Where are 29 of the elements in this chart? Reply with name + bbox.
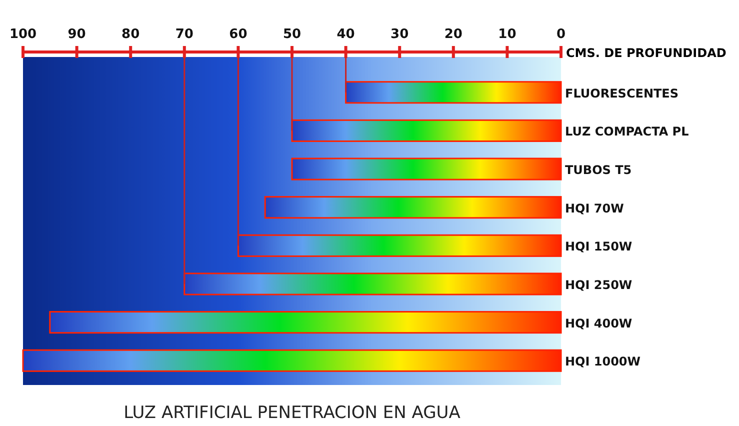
bar xyxy=(264,196,562,219)
y-tick-label: HQI 1000W xyxy=(565,354,641,369)
x-tick-label: 100 xyxy=(9,27,37,42)
text: LUZ ARTIFICIAL PENETRACION EN AGUA xyxy=(124,403,461,423)
bar xyxy=(237,234,562,257)
bar xyxy=(184,272,562,296)
y-tick-label: HQI 250W xyxy=(565,278,632,292)
bar xyxy=(49,311,562,334)
x-tick-label: 80 xyxy=(122,27,140,42)
y-tick-label: LUZ COMPACTA PL xyxy=(565,124,690,139)
bar xyxy=(345,81,562,104)
x-tick-label: 30 xyxy=(390,27,409,42)
y-tick-label: HQI 150W xyxy=(565,240,632,254)
x-tick-label: 50 xyxy=(282,27,302,42)
y-tick-label: TUBOS T5 xyxy=(565,163,632,178)
y-tick-label: HQI 70W xyxy=(565,201,624,216)
y-tick-label: HQI 400W xyxy=(565,316,632,330)
y-tick-label: FLUORESCENTES xyxy=(565,86,679,100)
x-tick-label: 60 xyxy=(229,27,248,42)
bar xyxy=(291,119,562,142)
x-axis-title: CMS. DE PROFUNDIDAD xyxy=(566,46,726,60)
x-tick-label: 90 xyxy=(68,27,86,42)
x-tick-label: 10 xyxy=(498,27,516,42)
x-tick-label: 20 xyxy=(444,27,462,42)
bar xyxy=(22,349,562,372)
bar xyxy=(291,158,562,180)
x-tick-label: 0 xyxy=(556,27,566,42)
x-tick-label: 40 xyxy=(336,27,355,42)
x-tick-label: 70 xyxy=(175,27,194,42)
